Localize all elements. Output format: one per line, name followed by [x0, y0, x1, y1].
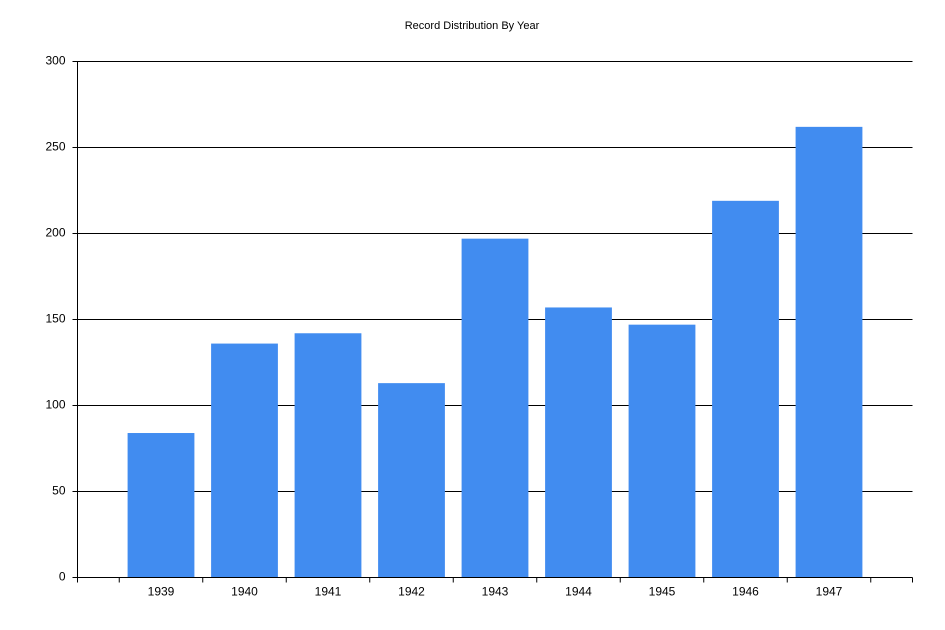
bar	[795, 126, 863, 578]
y-tick-label: 200	[45, 226, 65, 240]
bar	[127, 433, 195, 578]
bar	[378, 383, 445, 578]
bar	[712, 200, 779, 578]
x-tick-label: 1943	[482, 585, 509, 599]
x-tick-label: 1946	[732, 585, 759, 599]
bar	[545, 307, 612, 578]
x-tick-label: 1942	[398, 585, 425, 599]
y-tick-label: 100	[45, 398, 65, 412]
y-tick-label: 50	[52, 484, 66, 498]
x-tick-label: 1945	[649, 585, 676, 599]
bar	[461, 238, 529, 578]
x-tick-label: 1939	[148, 585, 175, 599]
y-tick-label: 250	[45, 140, 65, 154]
bar	[294, 333, 362, 578]
x-tick-label: 1944	[565, 585, 592, 599]
bar	[211, 343, 278, 578]
chart-title: Record Distribution By Year	[405, 20, 540, 32]
y-tick-label: 0	[59, 570, 66, 584]
x-tick-label: 1941	[315, 585, 342, 599]
bar	[628, 324, 696, 578]
y-tick-label: 150	[45, 312, 65, 326]
y-tick-label: 300	[45, 54, 65, 68]
x-tick-label: 1947	[816, 585, 843, 599]
x-tick-label: 1940	[231, 585, 258, 599]
